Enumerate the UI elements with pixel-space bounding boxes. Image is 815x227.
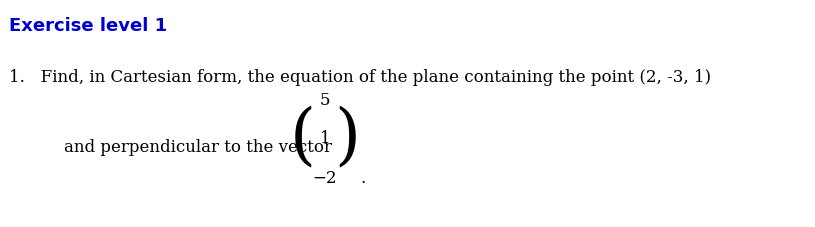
Text: 1: 1	[319, 130, 330, 147]
Text: and perpendicular to the vector: and perpendicular to the vector	[64, 139, 332, 156]
Text: 1.   Find, in Cartesian form, the equation of the plane containing the point (2,: 1. Find, in Cartesian form, the equation…	[9, 69, 711, 86]
Text: 5: 5	[319, 91, 330, 109]
Text: (: (	[290, 106, 316, 171]
Text: Exercise level 1: Exercise level 1	[9, 17, 167, 35]
Text: ): )	[334, 106, 360, 171]
Text: .: .	[360, 170, 365, 187]
Text: −2: −2	[313, 170, 337, 187]
